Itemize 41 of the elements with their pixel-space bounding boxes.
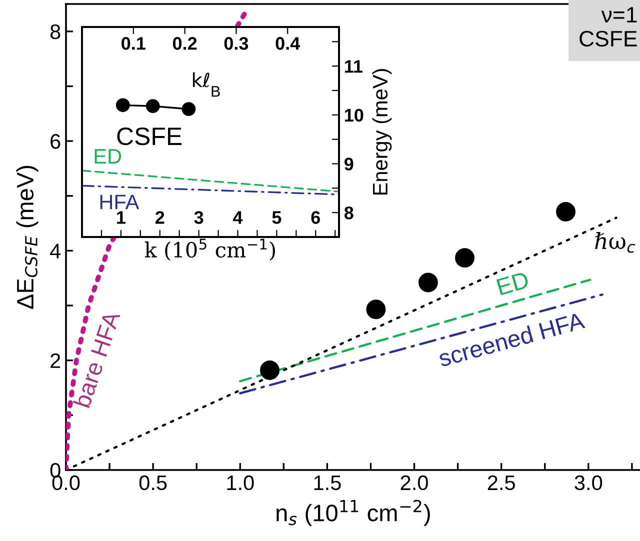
x-tick-label: 1 (117, 211, 126, 224)
x-tick-label: 5 (272, 211, 282, 224)
x-tick-label: 0.5 (139, 475, 167, 490)
series-label: ℏω$_{c}$ (595, 232, 636, 253)
text: ED (496, 271, 530, 296)
y-tick-label: 2 (50, 353, 60, 368)
x2-tick-label: 0.4 (276, 37, 300, 50)
x-tick-label: 2.0 (400, 475, 428, 490)
series-label: ED (94, 149, 122, 164)
y-tick-label: 4 (50, 244, 61, 258)
x-tick-label: 3.0 (574, 475, 602, 490)
y-axis-title: ΔE$_{CSFE}$ (meV) (16, 166, 38, 309)
y2-tick-label: 9 (344, 158, 354, 170)
series-label: CSFE (117, 127, 182, 146)
x-tick-label: 2.5 (488, 475, 515, 490)
y2-axis-title: Energy (meV) (372, 69, 392, 195)
x-tick-label: 2 (155, 211, 164, 224)
x2-tick-label: 0.3 (224, 37, 248, 50)
x-tick-label: 1.5 (314, 476, 341, 490)
x2-tick-label: 0.2 (172, 37, 197, 50)
series-label: HFA (100, 194, 140, 210)
point (366, 300, 386, 320)
x-tick-label: 1.0 (227, 475, 254, 490)
x-axis-title: k (10$^{5}$ cm$^{−1}$) (144, 238, 275, 261)
x2-tick-label: 0.1 (122, 37, 146, 50)
x-axis-title: n$_{s}$ (10$^{11}$ cm$^{−2}$) (276, 500, 430, 526)
x2-axis-title: kℓB (192, 72, 220, 97)
point (418, 272, 438, 292)
annotation: ν=1 CSFE (580, 7, 637, 47)
point (556, 202, 576, 222)
y2-tick-label: 11 (345, 60, 362, 73)
point (455, 248, 474, 268)
x-tick-label: 6 (311, 211, 320, 224)
x-tick-label: 3 (194, 211, 204, 224)
y-tick-label: 8 (50, 24, 60, 40)
y-tick-label: 6 (50, 134, 60, 149)
y2-tick-label: 8 (344, 206, 354, 220)
y2-tick-label: 10 (345, 108, 364, 122)
text: bare HFA (72, 310, 121, 408)
x-tick-label: 4 (233, 211, 243, 224)
point (260, 360, 280, 380)
